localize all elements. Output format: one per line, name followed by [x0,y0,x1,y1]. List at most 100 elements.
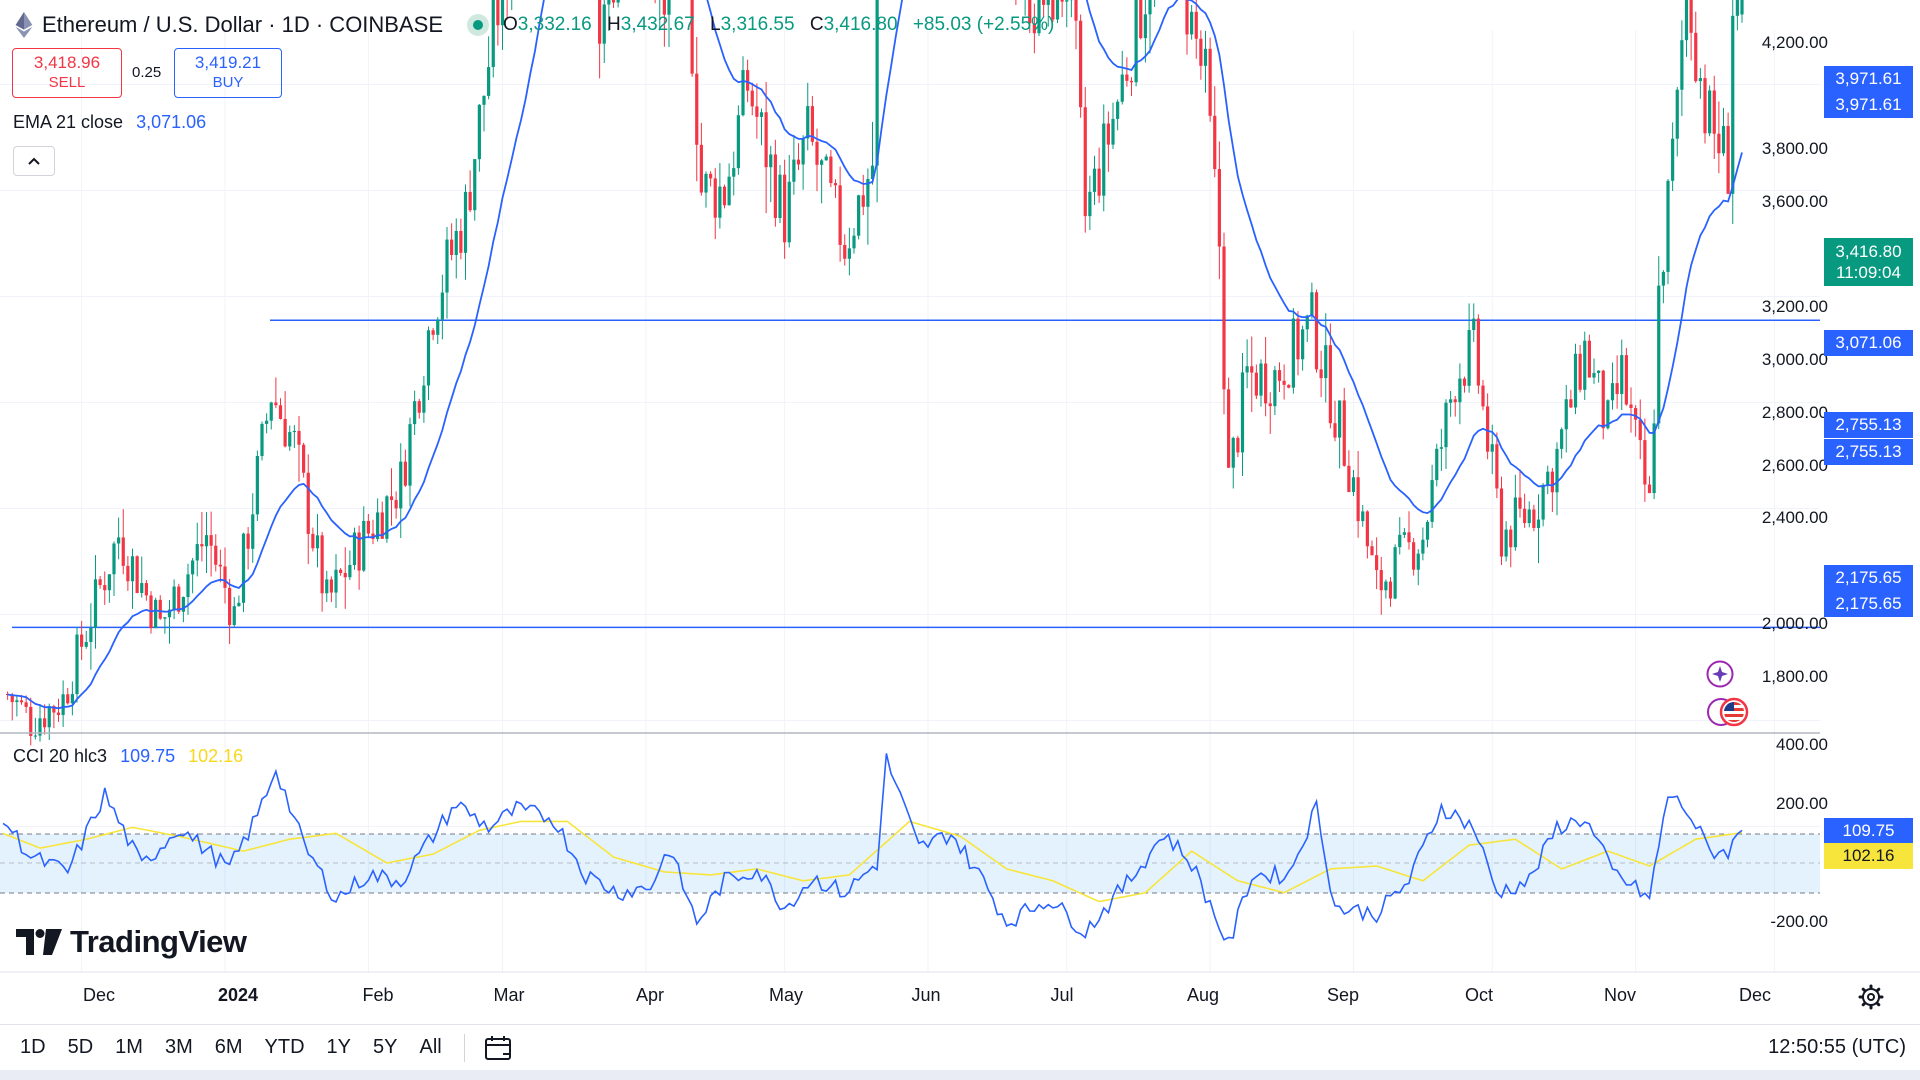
timeframe-5d[interactable]: 5D [67,1036,94,1058]
market-status-icon[interactable] [467,14,489,36]
buy-price: 3,419.21 [194,53,262,72]
resistance-top-tag-2[interactable]: 3,971.61 [1824,92,1913,118]
candle [1194,0,1198,59]
candle [371,519,375,545]
support-mid-tag-2[interactable]: 2,755.13 [1824,439,1913,465]
sparkle-icon[interactable] [1706,660,1734,688]
price-axis-label: 4,200.00 [1761,33,1828,52]
candle [1384,579,1388,599]
candle-body [10,694,14,703]
candle-body [1449,399,1453,403]
ema-legend[interactable]: EMA 21 close 3,071.06 [13,112,206,133]
sell-button[interactable]: 3,418.96 SELL [12,48,122,98]
timeframe-3m[interactable]: 3M [164,1036,193,1058]
candle [1726,112,1730,195]
candle-body [759,112,764,117]
candle [1143,0,1147,63]
candle-body [366,520,370,534]
candle [1712,75,1716,160]
candle [704,171,708,208]
candle [52,704,56,729]
time-axis-label: Dec [1738,985,1772,1005]
cci-legend[interactable]: CCI 20 hlc3 109.75 102.16 [13,746,243,767]
candle [1620,339,1624,411]
candle-body [343,572,347,578]
cci-value-tag[interactable]: 109.75 [1824,818,1913,844]
timeframe-1y[interactable]: 1Y [326,1036,352,1058]
timeframe-5y[interactable]: 5Y [373,1036,398,1058]
candle [66,687,70,705]
candle-body [1310,292,1314,316]
support-low-tag-2[interactable]: 2,175.65 [1824,591,1913,617]
candle [792,134,796,195]
candle [870,121,875,185]
horizontal-levels[interactable] [12,0,1820,629]
candle-body [1421,539,1425,554]
candle [1148,0,1152,54]
tradingview-logo[interactable]: TradingView [16,924,247,960]
candle-body [431,330,435,335]
utc-clock[interactable]: 12:50:55 (UTC) [1768,1036,1906,1058]
candle [833,179,838,198]
candle [598,0,602,79]
support-mid-tag[interactable]: 2,755.13 [1824,412,1913,438]
candle [1097,147,1101,203]
candle-body [741,70,745,116]
candle-body [1203,48,1208,66]
timeframe-6m[interactable]: 6M [214,1036,243,1058]
candle [1458,363,1462,425]
candle [1407,511,1411,550]
resistance-top-tag[interactable]: 3,971.61 [1824,66,1913,92]
candle [445,227,449,319]
current-price-tag[interactable]: 3,416.80 11:09:04 [1824,238,1913,286]
cci-ma-line [2,820,1743,903]
candle-body [820,160,824,165]
symbol-title[interactable]: Ethereum / U.S. Dollar · 1D · COINBASE [42,12,443,37]
candle-body [1509,529,1513,548]
candle [843,234,847,266]
cci-ma-value-tag[interactable]: 102.16 [1824,843,1913,869]
candle [1370,540,1374,556]
candle-body [810,106,814,142]
timeframe-1d[interactable]: 1D [20,1036,46,1058]
candle-body [376,512,380,539]
candle-body [422,385,426,413]
calendar-icon[interactable] [483,1034,513,1062]
candle-body [1361,511,1365,522]
symbol-header[interactable]: Ethereum / U.S. Dollar · 1D · COINBASE O… [14,8,1064,42]
candle [755,83,759,139]
candle-body [154,599,158,629]
candle [389,468,394,526]
candle [1684,0,1689,57]
candle-body [302,444,306,473]
support-low-tag[interactable]: 2,175.65 [1824,565,1913,591]
candle-body [454,230,458,255]
candle [1573,343,1578,415]
candle [1462,376,1467,393]
candle-body [1208,48,1212,116]
candle [218,549,222,583]
candle-body [1518,497,1522,509]
time-axis-label: Jun [911,985,941,1005]
us-flag-icon[interactable] [1706,697,1756,727]
timeframe-1m[interactable]: 1M [115,1036,143,1058]
candle-body [1347,465,1351,493]
candle-body [33,735,37,737]
ema-price-tag[interactable]: 3,071.06 [1824,330,1913,356]
candle [260,421,264,461]
candle-body [1333,423,1337,438]
timeframe-all[interactable]: All [419,1036,442,1058]
candle-body [1338,400,1342,438]
candle-body [1578,353,1582,390]
high-value: 3,432.67 [620,14,695,35]
candle [1028,0,1032,33]
cci-axis-label: -200.00 [1770,912,1828,931]
candle [209,511,213,577]
candle-body [1430,480,1434,522]
candle [1342,387,1346,467]
settings-icon[interactable] [1858,984,1884,1010]
timeframe-ytd[interactable]: YTD [264,1036,305,1058]
buy-button[interactable]: 3,419.21 BUY [174,48,282,98]
collapse-legend-button[interactable] [13,146,55,176]
